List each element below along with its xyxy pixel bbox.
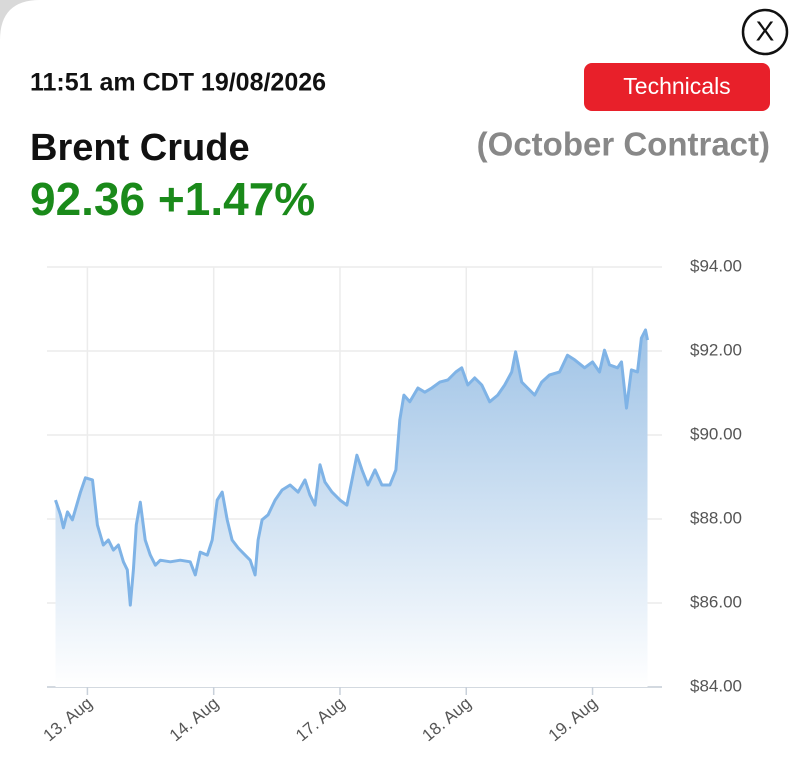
- y-tick-label: $84.00: [690, 676, 742, 695]
- close-label[interactable]: X: [756, 15, 775, 46]
- line: [54, 328, 649, 607]
- y-tick-label: $92.00: [690, 340, 742, 359]
- change: +1.47%: [158, 173, 315, 225]
- technicals-button[interactable]: [584, 63, 770, 111]
- price: 92.36: [30, 173, 145, 225]
- technicals-label[interactable]: Technicals: [623, 73, 730, 99]
- timestamp: 11:51 am CDT 19/08/2026: [30, 69, 326, 97]
- y-tick-label: $86.00: [690, 592, 742, 611]
- y-tick-label: $94.00: [690, 256, 742, 275]
- price-line: 92.36 +1.47%: [30, 173, 315, 225]
- contract: (October Contract): [477, 126, 770, 163]
- y-tick-label: $90.00: [690, 424, 742, 443]
- instrument: Brent Crude: [30, 127, 250, 169]
- chart: $84.00$86.00$88.00$90.00$92.00$94.0013. …: [40, 256, 742, 745]
- y-tick-label: $88.00: [690, 508, 742, 527]
- close-button[interactable]: [741, 8, 789, 56]
- area: [55, 330, 648, 687]
